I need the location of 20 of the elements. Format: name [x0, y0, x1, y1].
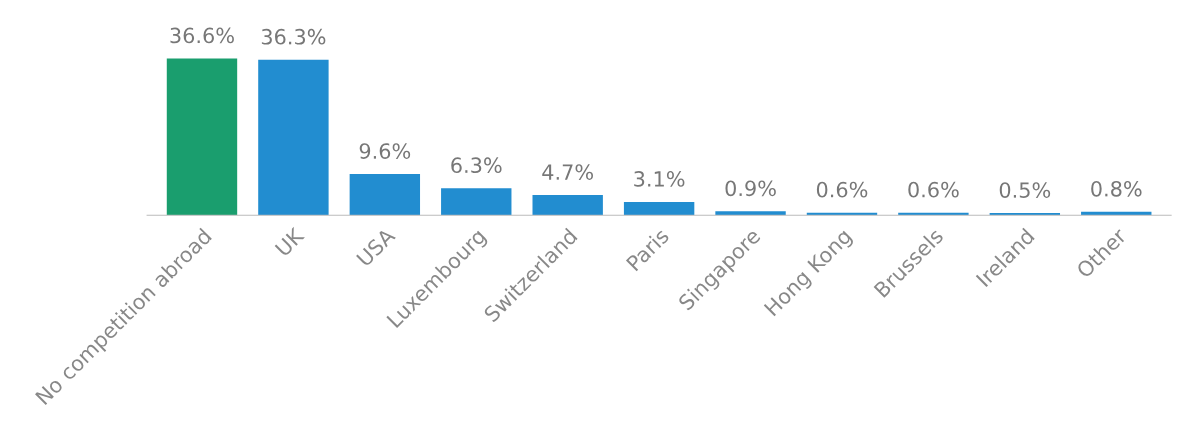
- data-label: 4.7%: [542, 164, 594, 180]
- bar: [349, 174, 421, 216]
- bar: [441, 188, 512, 216]
- data-label: 0.6%: [816, 181, 868, 198]
- bar: [258, 59, 329, 216]
- data-label: 9.6%: [359, 143, 411, 159]
- bar: [715, 211, 786, 216]
- data-label: 0.6%: [908, 181, 959, 198]
- bar: [532, 195, 603, 216]
- data-label: 0.8%: [1091, 180, 1142, 197]
- data-label: 3.1%: [634, 171, 685, 187]
- bar: [623, 201, 695, 216]
- data-label: 0.5%: [999, 182, 1051, 198]
- data-label: 36.6%: [170, 27, 234, 44]
- x-tick-label: UK: [274, 226, 306, 257]
- data-label: 36.3%: [261, 28, 326, 45]
- bar: [166, 58, 238, 216]
- data-label: 6.3%: [451, 157, 502, 174]
- bar: [989, 213, 1061, 216]
- data-label: 0.9%: [725, 180, 776, 197]
